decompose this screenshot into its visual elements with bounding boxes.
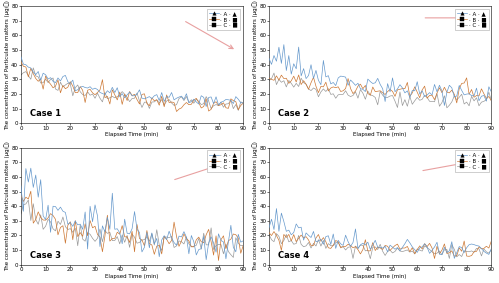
- X-axis label: Elapsed Time (min): Elapsed Time (min): [105, 132, 159, 137]
- Legend: · A · ▲, · B · ■, · C · ■: · A · ▲, · B · ■, · C · ■: [207, 151, 241, 171]
- Y-axis label: The concentration of Particulate matters (μg/㎥): The concentration of Particulate matters…: [4, 141, 10, 271]
- Y-axis label: The concentration of Particulate matters (μg/㎥): The concentration of Particulate matters…: [252, 141, 258, 271]
- Text: Case 1: Case 1: [30, 110, 61, 119]
- Legend: · A · ▲, · B · ■, · C · ■: · A · ▲, · B · ■, · C · ■: [455, 151, 489, 171]
- Legend: · A · ▲, · B · ■, · C · ■: · A · ▲, · B · ■, · C · ■: [455, 9, 489, 30]
- X-axis label: Elapsed Time (min): Elapsed Time (min): [353, 274, 407, 279]
- Text: Case 2: Case 2: [278, 110, 309, 119]
- X-axis label: Elapsed Time (min): Elapsed Time (min): [353, 132, 407, 137]
- Text: Case 4: Case 4: [278, 251, 309, 260]
- X-axis label: Elapsed Time (min): Elapsed Time (min): [105, 274, 159, 279]
- Y-axis label: The concentration of Particulate matters (μg/㎥): The concentration of Particulate matters…: [252, 0, 258, 130]
- Text: Case 3: Case 3: [30, 251, 61, 260]
- Legend: · A · ▲, · B · ■, · C · ■: · A · ▲, · B · ■, · C · ■: [207, 9, 241, 30]
- Y-axis label: The concentration of Particulate matters (μg/㎥): The concentration of Particulate matters…: [4, 0, 10, 130]
